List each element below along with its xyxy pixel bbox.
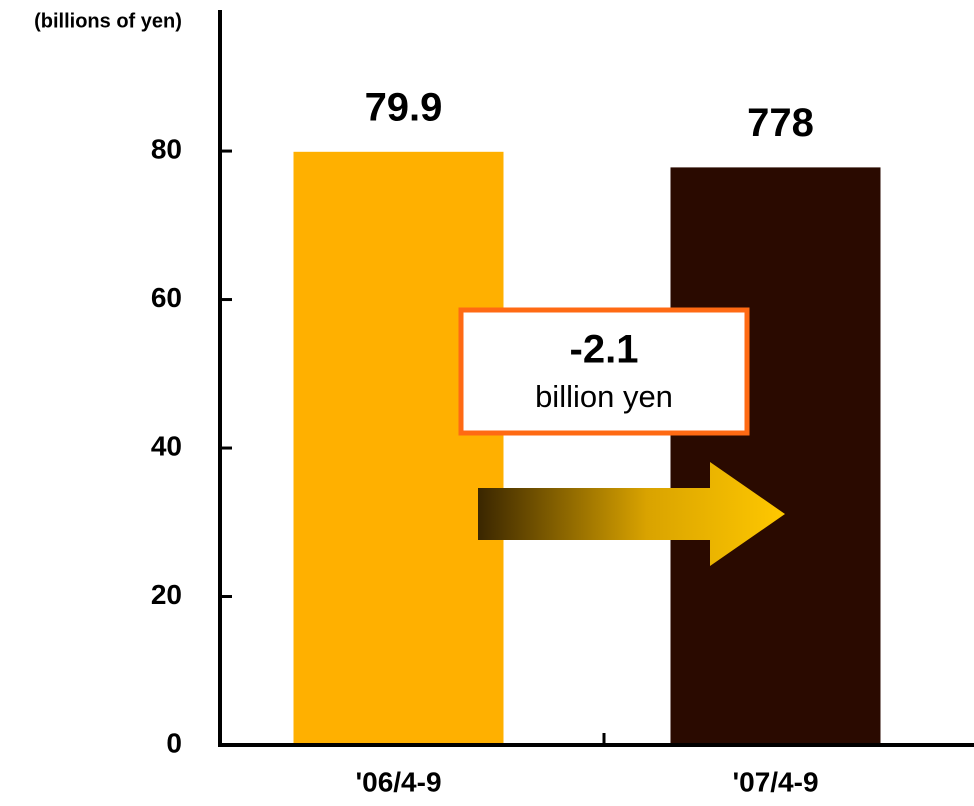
y-tick-label: 40: [151, 430, 182, 461]
bar: [293, 151, 504, 745]
annotation-value: -2.1: [570, 328, 639, 372]
y-tick-label: 0: [166, 727, 182, 758]
value-label: 79.9: [365, 85, 443, 129]
y-tick-label: 80: [151, 133, 182, 164]
y-axis-label: (billions of yen): [34, 10, 182, 32]
y-tick-label: 20: [151, 579, 182, 610]
change-arrow: [478, 462, 785, 566]
annotation-box: [458, 307, 750, 436]
value-label: 778: [747, 101, 814, 145]
y-tick-label: 60: [151, 282, 182, 313]
bar: [670, 167, 881, 746]
x-tick-label: '07/4-9: [732, 766, 818, 797]
x-tick-label: '06/4-9: [355, 766, 441, 797]
annotation-unit: billion yen: [535, 379, 673, 414]
